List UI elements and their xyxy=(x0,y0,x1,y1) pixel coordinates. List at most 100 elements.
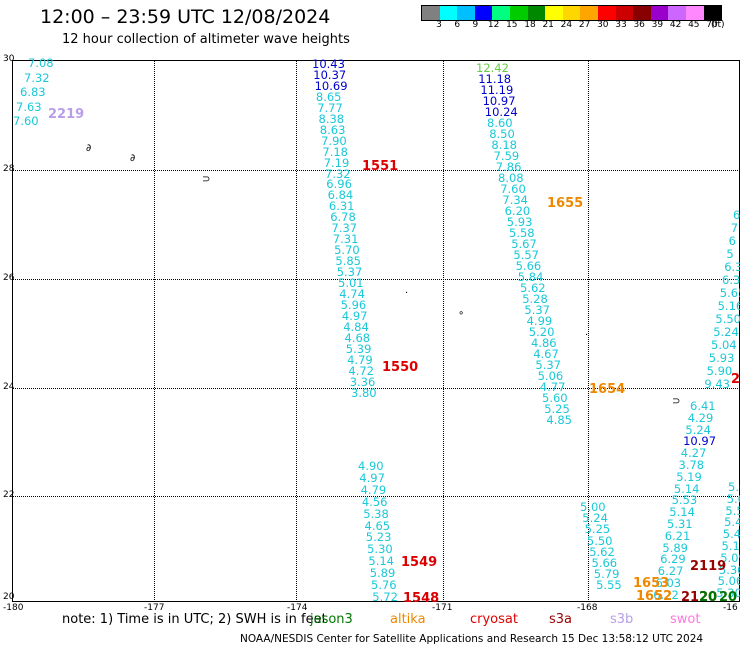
island-marker: ⊃ xyxy=(202,174,211,185)
swh-value: 6.83 xyxy=(20,85,46,100)
swh-value: 5.84 xyxy=(517,270,544,284)
swh-value: 8.50 xyxy=(489,127,515,141)
swh-value: 5.24 xyxy=(582,511,608,526)
swh-value: 5.60 xyxy=(726,491,740,506)
swh-value: 7.59 xyxy=(493,149,520,163)
track-id: 2219 xyxy=(48,107,85,122)
legend-s3b: s3b xyxy=(610,612,634,627)
scale-tick: 3 xyxy=(436,20,442,30)
swh-value: 5.01 xyxy=(338,276,364,290)
swh-value: 6.41 xyxy=(690,399,716,413)
track-id: 1655 xyxy=(547,196,584,211)
swh-value: 5.93 xyxy=(506,215,533,229)
swh-value: 5.50 xyxy=(586,533,613,548)
lon-label: -180 xyxy=(3,603,24,613)
swh-value: 5.65 xyxy=(719,286,740,300)
scale-tick: 15 xyxy=(506,20,518,30)
swh-value: 8.65 xyxy=(315,89,342,104)
swh-value: 5.37 xyxy=(535,358,561,372)
swh-value: 5.24 xyxy=(685,422,711,437)
scale-tick: 42 xyxy=(669,20,682,30)
lon-label: -171 xyxy=(432,603,453,613)
track-id: 2119 xyxy=(690,559,727,574)
gridline-lon xyxy=(154,60,155,602)
scale-swatch xyxy=(668,6,686,20)
swh-value: 6.31 xyxy=(328,199,355,214)
track-id: 2120 xyxy=(681,590,718,605)
swh-value: 5.60 xyxy=(542,391,568,405)
scale-swatch xyxy=(527,6,546,20)
scale-swatch xyxy=(545,6,563,20)
scale-swatch xyxy=(685,6,704,20)
swh-value: 3.78 xyxy=(678,458,705,472)
scale-unit: (ft) xyxy=(711,20,725,30)
swh-value: 10.97 xyxy=(683,434,717,449)
scale-swatch xyxy=(650,6,669,20)
legend-altika: altika xyxy=(390,612,426,627)
swh-value: 4.29 xyxy=(687,410,714,425)
track-id: 1654 xyxy=(589,382,626,397)
page-title: 12:00 – 23:59 UTC 12/08/2024 xyxy=(40,6,331,28)
swh-value: 5.66 xyxy=(591,556,618,570)
swh-value: 5.00 xyxy=(580,500,606,514)
swh-value: 4.79 xyxy=(360,482,387,497)
scale-tick: 70 xyxy=(706,20,718,30)
swh-value: 4.74 xyxy=(339,286,365,301)
swh-value: 5.39 xyxy=(345,341,372,356)
swh-value: 5.25 xyxy=(584,522,611,537)
swh-value: 4.56 xyxy=(361,494,388,509)
scale-tick: 21 xyxy=(542,20,554,30)
swh-value: 5.90 xyxy=(706,364,733,378)
swh-value: 5.38 xyxy=(363,506,389,521)
swh-value: 7.34 xyxy=(502,193,528,207)
swh-value: 7.19 xyxy=(323,155,350,170)
swh-value: 5.66 xyxy=(515,259,542,273)
swh-value: 4.84 xyxy=(343,319,369,334)
swh-value: 8.60 xyxy=(487,116,513,130)
gridline-lon xyxy=(588,60,589,602)
swh-value: 5.24 xyxy=(713,325,739,339)
swh-value: 5.04 xyxy=(711,338,737,352)
swh-value: 5.89 xyxy=(369,566,396,581)
legend-s3a: s3a xyxy=(549,612,573,627)
scale-tick: 39 xyxy=(651,20,664,30)
scale-tick: 6 xyxy=(454,20,461,30)
scale-tick: 24 xyxy=(560,20,573,30)
swh-value: 7.60 xyxy=(13,114,39,129)
legend-swot: swot xyxy=(670,612,701,627)
swh-value: 5.30 xyxy=(367,542,393,557)
swh-value: 4.97 xyxy=(359,470,385,485)
swh-value: 5.49 xyxy=(724,515,740,530)
swh-value: 8.08 xyxy=(498,171,524,185)
swh-value: 5.62 xyxy=(520,281,546,295)
scale-swatch xyxy=(492,6,510,20)
track-id: 1653 xyxy=(633,576,670,591)
swh-value: 4.97 xyxy=(341,308,368,323)
island-marker: ∘ xyxy=(458,308,465,319)
swh-value: 5.58 xyxy=(509,226,535,240)
track-id: 20 xyxy=(699,590,718,605)
scale-tick: 45 xyxy=(688,20,700,30)
swh-value: 5.37 xyxy=(524,303,550,317)
swh-value: 4.86 xyxy=(531,336,557,350)
lat-label: 22 xyxy=(3,490,15,500)
lat-label: 26 xyxy=(3,273,15,283)
swh-value: 4.27 xyxy=(680,446,707,461)
scale-tick: 30 xyxy=(597,20,609,30)
track-id: 2 xyxy=(731,372,740,387)
swh-value: 5.11 xyxy=(721,539,740,553)
swh-value: 7.90 xyxy=(321,133,347,148)
swh-value: 7.77 xyxy=(317,100,343,115)
swh-value: 6.22 xyxy=(653,587,679,602)
lat-label: 20 xyxy=(3,592,15,602)
swh-value: 12.42 xyxy=(476,61,509,75)
page-subtitle: 12 hour collection of altimeter wave hei… xyxy=(62,32,350,47)
swh-value: 5.96 xyxy=(340,297,367,312)
swh-value: 6.21 xyxy=(664,528,691,543)
swh-value: 6.20 xyxy=(504,204,531,218)
gridline-lat xyxy=(12,388,740,389)
swh-value: 5 xyxy=(726,247,734,261)
gridline-lat xyxy=(12,170,740,171)
island-marker: · xyxy=(585,330,589,341)
scale-swatch xyxy=(633,6,651,20)
